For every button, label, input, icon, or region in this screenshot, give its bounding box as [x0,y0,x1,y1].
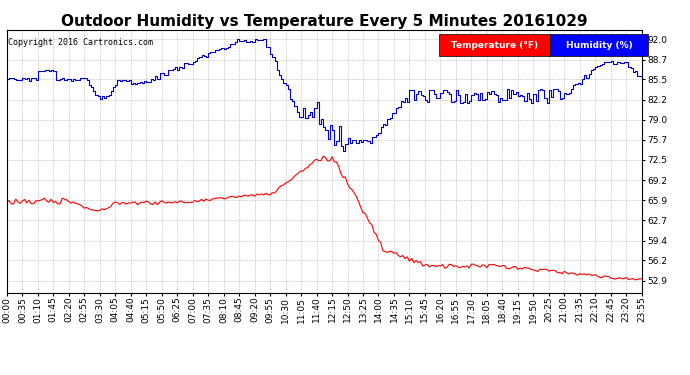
Text: Temperature (°F): Temperature (°F) [451,41,538,50]
Text: Copyright 2016 Cartronics.com: Copyright 2016 Cartronics.com [8,38,153,47]
Title: Outdoor Humidity vs Temperature Every 5 Minutes 20161029: Outdoor Humidity vs Temperature Every 5 … [61,14,588,29]
Text: Humidity (%): Humidity (%) [566,41,633,50]
FancyBboxPatch shape [439,34,550,56]
FancyBboxPatch shape [550,34,648,56]
